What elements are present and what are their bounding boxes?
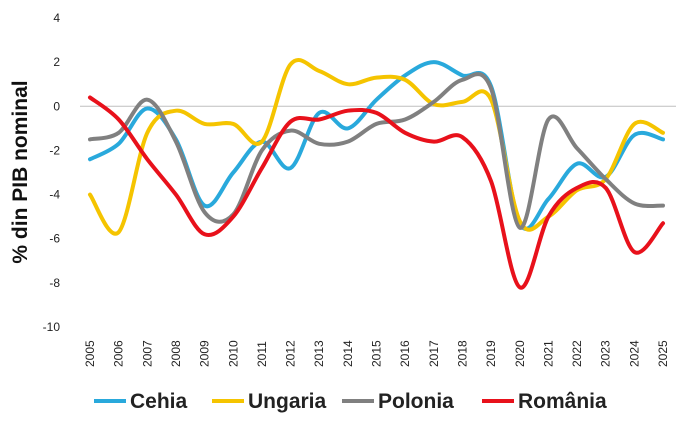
x-tick-label: 2024	[627, 340, 641, 367]
legend-label: Polonia	[378, 390, 454, 413]
y-tick-label: -4	[49, 188, 60, 202]
y-tick-label: -6	[49, 232, 60, 246]
series-line-romania	[88, 95, 665, 290]
x-tick-label: 2013	[312, 340, 326, 367]
x-tick-label: 2012	[284, 340, 298, 367]
x-tick-label: 2009	[198, 340, 212, 367]
legend-label: Cehia	[130, 390, 188, 413]
legend-label: Ungaria	[248, 390, 327, 413]
x-tick-label: 2005	[83, 340, 97, 367]
y-tick-label: 2	[53, 55, 60, 69]
legend-item-polonia: Polonia	[342, 390, 454, 413]
y-tick-label: -2	[49, 143, 60, 157]
y-axis: 4 2 0 -2 -4 -6 -8 -10	[43, 11, 61, 334]
legend-item-ungaria: Ungaria	[212, 390, 327, 413]
y-tick-label: -8	[49, 276, 60, 290]
y-tick-label: 4	[53, 11, 60, 25]
x-tick-label: 2019	[484, 340, 498, 367]
x-tick-label: 2011	[255, 341, 269, 367]
x-tick-label: 2025	[656, 340, 670, 367]
y-tick-label: -10	[43, 320, 61, 334]
series-line-polonia	[88, 72, 665, 230]
legend-item-romania: România	[482, 390, 607, 413]
x-tick-label: 2017	[427, 340, 441, 367]
legend: Cehia Ungaria Polonia România	[94, 390, 607, 413]
y-axis-label: % din PIB nominal	[9, 80, 32, 263]
x-tick-label: 2014	[341, 340, 355, 367]
series-line-ungaria	[88, 58, 665, 236]
x-tick-label: 2006	[112, 340, 126, 367]
x-tick-label: 2021	[541, 340, 555, 367]
x-axis: 2005 2006 2007 2008 2009 2010 2011 2012 2013 2014…	[83, 340, 670, 367]
x-tick-label: 2020	[513, 340, 527, 367]
series-lines	[88, 58, 665, 290]
x-tick-label: 2023	[599, 340, 613, 367]
legend-item-cehia: Cehia	[94, 390, 188, 413]
legend-label: România	[518, 390, 607, 413]
y-tick-label: 0	[53, 99, 60, 113]
x-tick-label: 2016	[398, 340, 412, 367]
x-tick-label: 2015	[370, 340, 384, 367]
x-tick-label: 2018	[455, 340, 469, 367]
x-tick-label: 2022	[570, 340, 584, 367]
x-tick-label: 2007	[140, 340, 154, 367]
x-tick-label: 2008	[169, 340, 183, 367]
x-tick-label: 2010	[226, 340, 240, 367]
